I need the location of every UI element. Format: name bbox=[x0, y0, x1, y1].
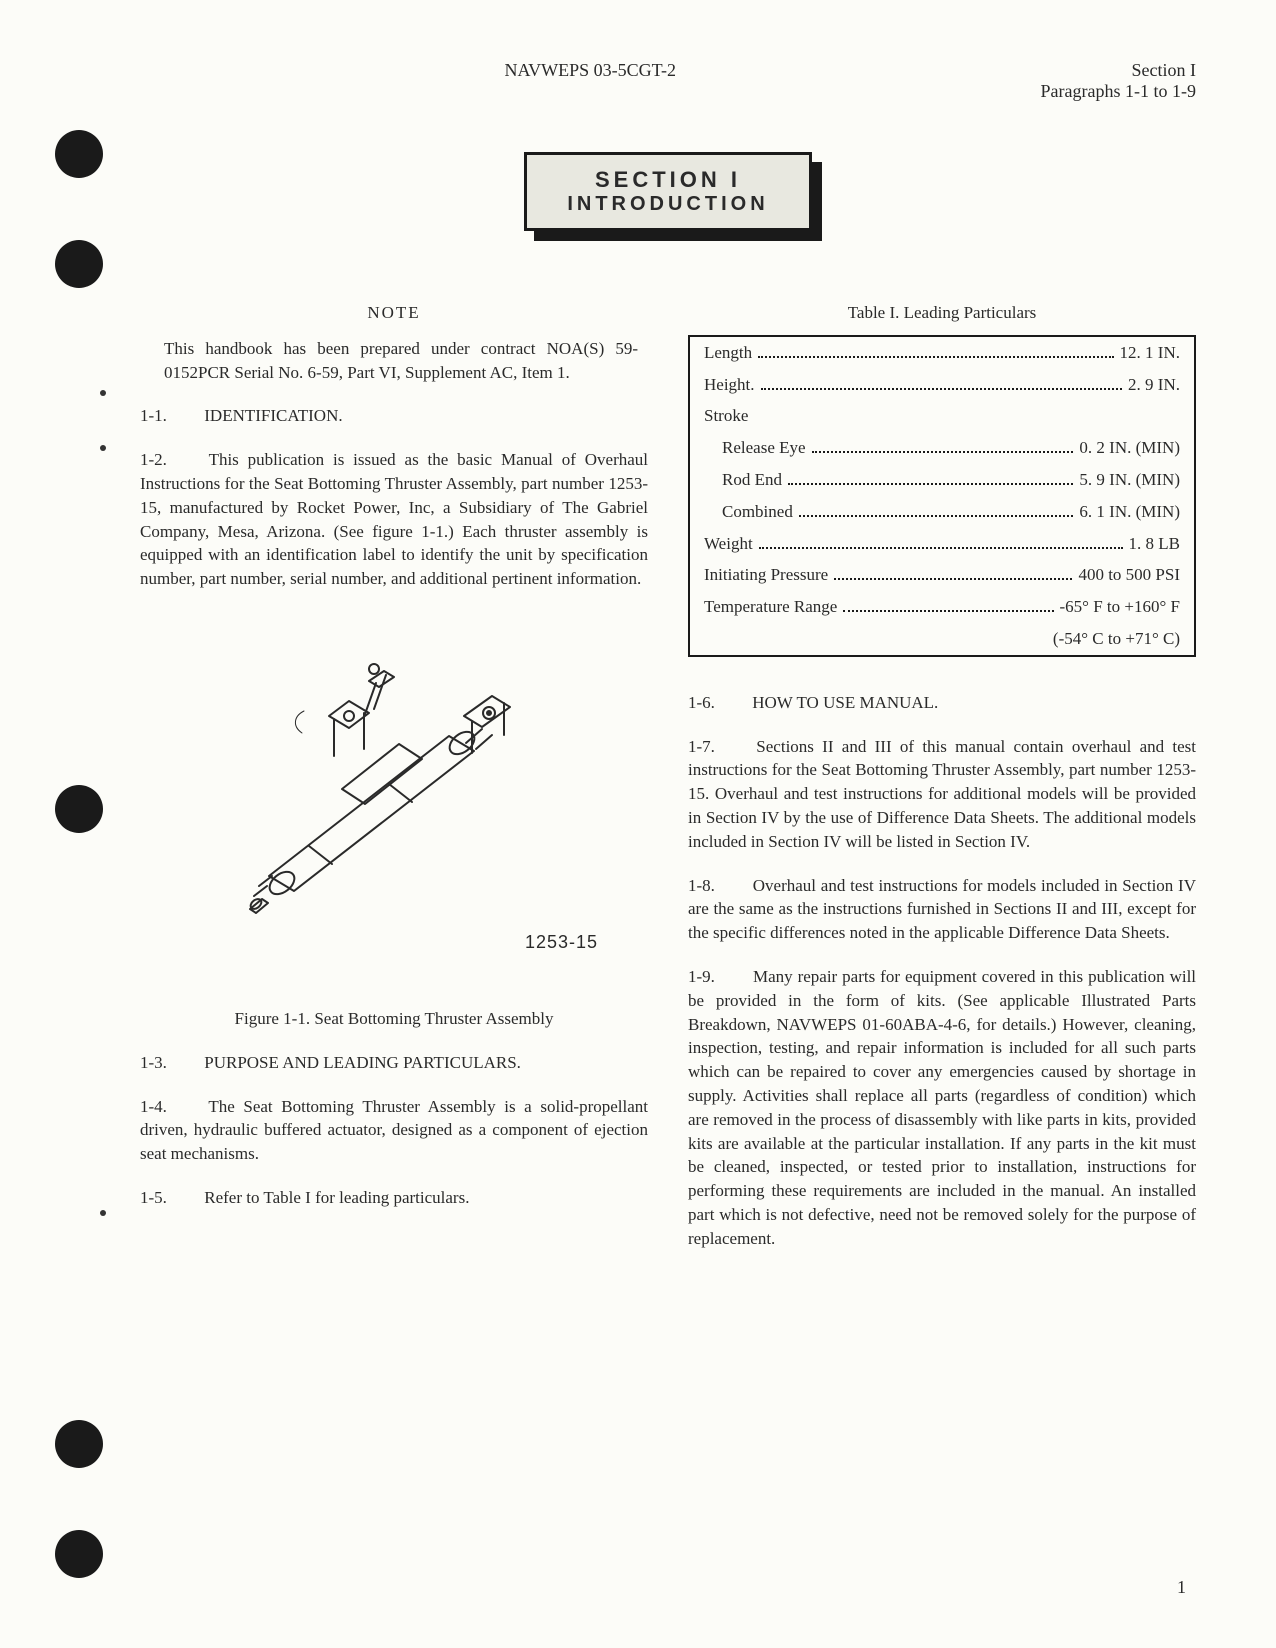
heading-num: 1-3. bbox=[140, 1051, 200, 1075]
table-row: Weight 1. 8 LB bbox=[689, 528, 1195, 560]
table-row: Temperature Range -65° F to +160° F bbox=[689, 591, 1195, 623]
table-value: 12. 1 IN. bbox=[1120, 341, 1180, 365]
table-label: Rod End bbox=[722, 468, 782, 492]
table-row: (-54° C to +71° C) bbox=[689, 623, 1195, 656]
banner-title: SECTION I bbox=[567, 167, 768, 193]
note-heading: NOTE bbox=[140, 301, 648, 325]
table-value: 400 to 500 PSI bbox=[1078, 563, 1180, 587]
heading-1-1: 1-1. IDENTIFICATION. bbox=[140, 404, 648, 428]
para-text: Overhaul and test instructions for model… bbox=[688, 876, 1196, 943]
table-label: Initiating Pressure bbox=[704, 563, 828, 587]
table-row: Stroke bbox=[689, 400, 1195, 432]
para-1-5: 1-5. Refer to Table I for leading partic… bbox=[140, 1186, 648, 1210]
heading-num: 1-1. bbox=[140, 404, 200, 428]
figure-1-1: 1253-15 Figure 1-1. Seat Bottoming Thrus… bbox=[140, 621, 648, 1031]
table-value: 5. 9 IN. (MIN) bbox=[1079, 468, 1180, 492]
table-value: 6. 1 IN. (MIN) bbox=[1079, 500, 1180, 524]
para-num: 1-5. bbox=[140, 1186, 200, 1210]
thruster-illustration bbox=[214, 621, 574, 941]
heading-1-3: 1-3. PURPOSE AND LEADING PARTICULARS. bbox=[140, 1051, 648, 1075]
heading-text: PURPOSE AND LEADING PARTICULARS. bbox=[204, 1053, 521, 1072]
left-column: NOTE This handbook has been prepared und… bbox=[140, 301, 648, 1271]
right-column: Table I. Leading Particulars Length 12. 1… bbox=[688, 301, 1196, 1271]
para-num: 1-8. bbox=[688, 874, 748, 898]
para-1-9: 1-9. Many repair parts for equipment cov… bbox=[688, 965, 1196, 1251]
header-paragraphs: Paragraphs 1-1 to 1-9 bbox=[1041, 81, 1196, 102]
binder-hole-icon bbox=[55, 1530, 103, 1578]
heading-text: HOW TO USE MANUAL. bbox=[752, 693, 938, 712]
table-row: Initiating Pressure 400 to 500 PSI bbox=[689, 559, 1195, 591]
content-columns: NOTE This handbook has been prepared und… bbox=[140, 301, 1196, 1271]
para-text: The Seat Bottoming Thruster Assembly is … bbox=[140, 1097, 648, 1164]
heading-num: 1-6. bbox=[688, 691, 748, 715]
para-num: 1-7. bbox=[688, 735, 748, 759]
table-label: Length bbox=[704, 341, 752, 365]
para-1-2: 1-2. This publication is issued as the b… bbox=[140, 448, 648, 591]
heading-1-6: 1-6. HOW TO USE MANUAL. bbox=[688, 691, 1196, 715]
table-value-extra: (-54° C to +71° C) bbox=[689, 623, 1195, 656]
table-row: Rod End 5. 9 IN. (MIN) bbox=[689, 464, 1195, 496]
binder-hole-icon bbox=[55, 240, 103, 288]
table-value: 0. 2 IN. (MIN) bbox=[1079, 436, 1180, 460]
para-num: 1-4. bbox=[140, 1095, 200, 1119]
para-text: Refer to Table I for leading particulars… bbox=[204, 1188, 469, 1207]
binder-hole-icon bbox=[55, 1420, 103, 1468]
para-text: Sections II and III of this manual conta… bbox=[688, 737, 1196, 851]
leading-particulars-table: Length12. 1 IN.Height.2. 9 IN.StrokeRele… bbox=[688, 335, 1196, 657]
para-1-7: 1-7. Sections II and III of this manual … bbox=[688, 735, 1196, 854]
page: NAVWEPS 03-5CGT-2 Section I Paragraphs 1… bbox=[0, 0, 1276, 1648]
para-1-4: 1-4. The Seat Bottoming Thruster Assembl… bbox=[140, 1095, 648, 1166]
table-label: Release Eye bbox=[722, 436, 806, 460]
banner-subtitle: INTRODUCTION bbox=[567, 193, 768, 216]
table-row: Height. 2. 9 IN. bbox=[689, 369, 1195, 401]
page-header: NAVWEPS 03-5CGT-2 Section I Paragraphs 1… bbox=[140, 60, 1196, 102]
para-text: Many repair parts for equipment covered … bbox=[688, 967, 1196, 1248]
section-banner: SECTION I INTRODUCTION bbox=[140, 152, 1196, 231]
figure-caption: Figure 1-1. Seat Bottoming Thruster Asse… bbox=[140, 1007, 648, 1031]
table-row: Combined 6. 1 IN. (MIN) bbox=[689, 496, 1195, 528]
table-row: Release Eye 0. 2 IN. (MIN) bbox=[689, 432, 1195, 464]
binder-hole-icon bbox=[55, 785, 103, 833]
table-label: Height. bbox=[704, 373, 755, 397]
table-caption: Table I. Leading Particulars bbox=[688, 301, 1196, 325]
note-body: This handbook has been prepared under co… bbox=[140, 337, 648, 385]
header-section: Section I bbox=[1041, 60, 1196, 81]
para-num: 1-2. bbox=[140, 448, 200, 472]
para-1-8: 1-8. Overhaul and test instructions for … bbox=[688, 874, 1196, 945]
table-value: 2. 9 IN. bbox=[1128, 373, 1180, 397]
header-center: NAVWEPS 03-5CGT-2 bbox=[505, 60, 677, 102]
table-row: Length 12. 1 IN. bbox=[689, 336, 1195, 369]
binder-hole-icon bbox=[55, 130, 103, 178]
para-text: This publication is issued as the basic … bbox=[140, 450, 648, 588]
table-value: 1. 8 LB bbox=[1129, 532, 1180, 556]
mark-icon bbox=[100, 390, 106, 396]
table-label: Combined bbox=[722, 500, 793, 524]
para-num: 1-9. bbox=[688, 965, 748, 989]
table-label: Weight bbox=[704, 532, 753, 556]
mark-icon bbox=[100, 445, 106, 451]
page-number: 1 bbox=[1177, 1577, 1186, 1598]
table-value: -65° F to +160° F bbox=[1060, 595, 1180, 619]
mark-icon bbox=[100, 1210, 106, 1216]
heading-text: IDENTIFICATION. bbox=[204, 406, 342, 425]
table-label: Temperature Range bbox=[704, 595, 837, 619]
